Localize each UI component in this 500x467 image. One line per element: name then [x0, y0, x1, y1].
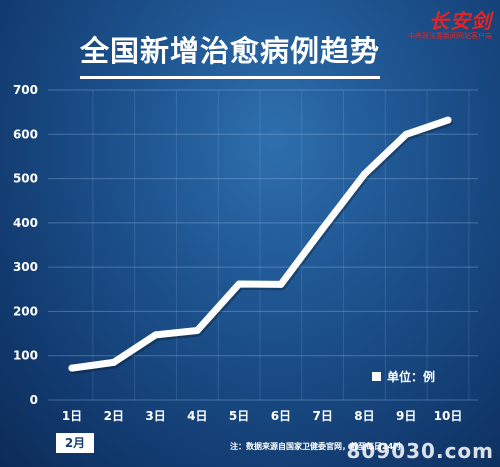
- y-tick-label: 0: [30, 393, 38, 407]
- x-axis-ticks: 1日 2日 3日 4日 5日 6日 7日 8日 9日 10日: [62, 409, 463, 423]
- source-note: 注：数据来源自国家卫健委官网，截至每日24时: [230, 442, 402, 451]
- y-axis-ticks: 0 100 200 300 400 500 600 700: [13, 83, 38, 407]
- y-tick-label: 400: [13, 216, 38, 230]
- y-tick-label: 600: [13, 127, 38, 141]
- y-tick-label: 100: [13, 349, 38, 363]
- data-point: [68, 364, 76, 372]
- x-tick-label: 5日: [229, 409, 249, 423]
- data-point: [235, 280, 243, 288]
- x-tick-label: 2日: [104, 409, 124, 423]
- y-tick-label: 700: [13, 83, 38, 97]
- logo-text: 长安剑: [429, 9, 492, 33]
- x-tick-label: 7日: [312, 409, 332, 423]
- logo-subtitle: 中央政法委新闻网站客户端: [408, 32, 492, 40]
- chart-title: 全国新增治愈病例趋势: [80, 28, 381, 79]
- data-point: [152, 331, 160, 339]
- series-layer: [68, 116, 453, 375]
- data-point: [319, 225, 327, 233]
- y-tick-label: 200: [13, 304, 38, 318]
- brand-logo: 长安剑 中央政法委新闻网站客户端: [408, 10, 492, 41]
- grid: [48, 89, 478, 401]
- y-tick-label: 500: [13, 172, 38, 186]
- y-tick-label: 300: [13, 260, 38, 274]
- legend-swatch: [372, 372, 381, 381]
- watermark: 809030.com: [346, 439, 494, 463]
- data-point: [360, 170, 368, 178]
- legend-label: 单位：例: [387, 370, 436, 384]
- data-point: [444, 116, 452, 124]
- series-line: [68, 116, 452, 372]
- x-tick-label: 9日: [396, 409, 416, 423]
- x-tick-label: 8日: [354, 409, 374, 423]
- month-tag: 2月: [56, 433, 94, 453]
- x-tick-label: 6日: [271, 409, 291, 423]
- data-point: [193, 326, 201, 334]
- legend: 单位：例: [372, 368, 435, 385]
- data-point: [110, 358, 118, 366]
- x-tick-label: 10日: [434, 409, 463, 423]
- series-line-shadow: [69, 118, 453, 375]
- data-point: [277, 280, 285, 288]
- data-point: [402, 130, 410, 138]
- x-tick-label: 3日: [145, 409, 165, 423]
- x-tick-label: 4日: [187, 409, 207, 423]
- x-tick-label: 1日: [62, 409, 82, 423]
